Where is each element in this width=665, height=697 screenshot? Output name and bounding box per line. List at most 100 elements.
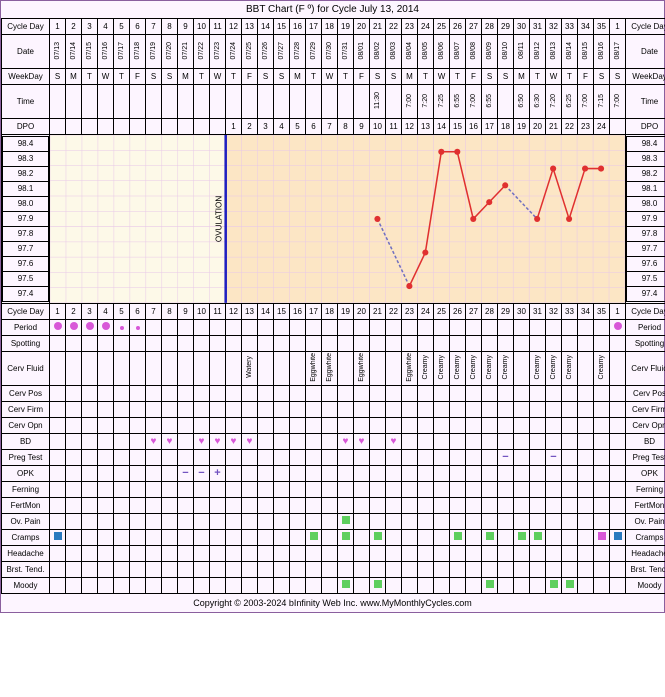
cell xyxy=(226,417,242,433)
cell: 15 xyxy=(274,19,290,35)
cell xyxy=(450,417,466,433)
cell: ♥ xyxy=(242,433,258,449)
cell xyxy=(418,417,434,433)
cell: 25 xyxy=(434,19,450,35)
cell xyxy=(162,385,178,401)
row-label-right: Cycle Day xyxy=(626,19,665,35)
cell: 7:00 xyxy=(578,85,594,119)
cell: ♥ xyxy=(210,433,226,449)
cell xyxy=(338,351,354,385)
cell: 7:00 xyxy=(610,85,626,119)
cell: 10 xyxy=(194,19,210,35)
cell xyxy=(354,513,370,529)
cell: 19 xyxy=(338,303,354,319)
cell xyxy=(146,465,162,481)
cell: 15 xyxy=(450,119,466,135)
cell xyxy=(418,513,434,529)
cell: − xyxy=(498,449,514,465)
row-label-right: Moody xyxy=(626,577,665,593)
cell xyxy=(338,335,354,351)
cell: 11 xyxy=(386,119,402,135)
cell: 08/15 xyxy=(578,35,594,69)
cell xyxy=(146,417,162,433)
cell xyxy=(178,335,194,351)
cell xyxy=(530,385,546,401)
cell xyxy=(370,465,386,481)
cell: 18 xyxy=(322,303,338,319)
cell xyxy=(210,529,226,545)
cell xyxy=(82,465,98,481)
cell xyxy=(66,417,82,433)
cell xyxy=(98,119,114,135)
cell xyxy=(514,319,530,335)
cell xyxy=(546,319,562,335)
cell xyxy=(354,401,370,417)
cell xyxy=(610,545,626,561)
cell xyxy=(114,433,130,449)
cell: 8 xyxy=(162,303,178,319)
cell xyxy=(450,433,466,449)
cell: 10 xyxy=(194,303,210,319)
cell: 1 xyxy=(226,119,242,135)
cell xyxy=(290,577,306,593)
cell xyxy=(514,385,530,401)
cell xyxy=(482,433,498,449)
cell xyxy=(386,449,402,465)
cell xyxy=(562,465,578,481)
row-label-right: Headache xyxy=(626,545,665,561)
cell: M xyxy=(290,69,306,85)
cell: M xyxy=(402,69,418,85)
cell xyxy=(178,351,194,385)
cell: 4 xyxy=(98,19,114,35)
cell xyxy=(130,449,146,465)
cell xyxy=(114,119,130,135)
cell xyxy=(146,351,162,385)
cell: ♥ xyxy=(354,433,370,449)
cell xyxy=(450,319,466,335)
row-label-right: Spotting xyxy=(626,335,665,351)
cell xyxy=(226,497,242,513)
cell xyxy=(466,417,482,433)
cell xyxy=(290,481,306,497)
cell: 18 xyxy=(322,19,338,35)
cell xyxy=(66,351,82,385)
cell xyxy=(162,497,178,513)
cell: 13 xyxy=(418,119,434,135)
cell xyxy=(98,385,114,401)
cell xyxy=(66,465,82,481)
cell xyxy=(178,497,194,513)
cell: 34 xyxy=(578,19,594,35)
cell xyxy=(82,481,98,497)
cell xyxy=(578,561,594,577)
cell: 15 xyxy=(274,303,290,319)
cell xyxy=(50,465,66,481)
cell xyxy=(130,561,146,577)
cell: T xyxy=(194,69,210,85)
cell xyxy=(418,449,434,465)
cell xyxy=(322,433,338,449)
cell xyxy=(130,351,146,385)
cell xyxy=(546,545,562,561)
cell xyxy=(66,449,82,465)
cell xyxy=(338,401,354,417)
cell xyxy=(418,529,434,545)
cell xyxy=(242,513,258,529)
cell xyxy=(338,545,354,561)
cell xyxy=(370,385,386,401)
cell: Creamy xyxy=(482,351,498,385)
cell xyxy=(498,545,514,561)
cell xyxy=(434,417,450,433)
cell xyxy=(386,497,402,513)
cell xyxy=(290,513,306,529)
cell xyxy=(258,85,274,119)
cell xyxy=(226,481,242,497)
cell xyxy=(498,335,514,351)
cell xyxy=(498,481,514,497)
row-label-right: Date xyxy=(626,35,665,69)
cell: 26 xyxy=(450,303,466,319)
cell xyxy=(498,529,514,545)
cell: 3 xyxy=(82,303,98,319)
cell xyxy=(50,433,66,449)
cell xyxy=(194,529,210,545)
cell xyxy=(610,513,626,529)
